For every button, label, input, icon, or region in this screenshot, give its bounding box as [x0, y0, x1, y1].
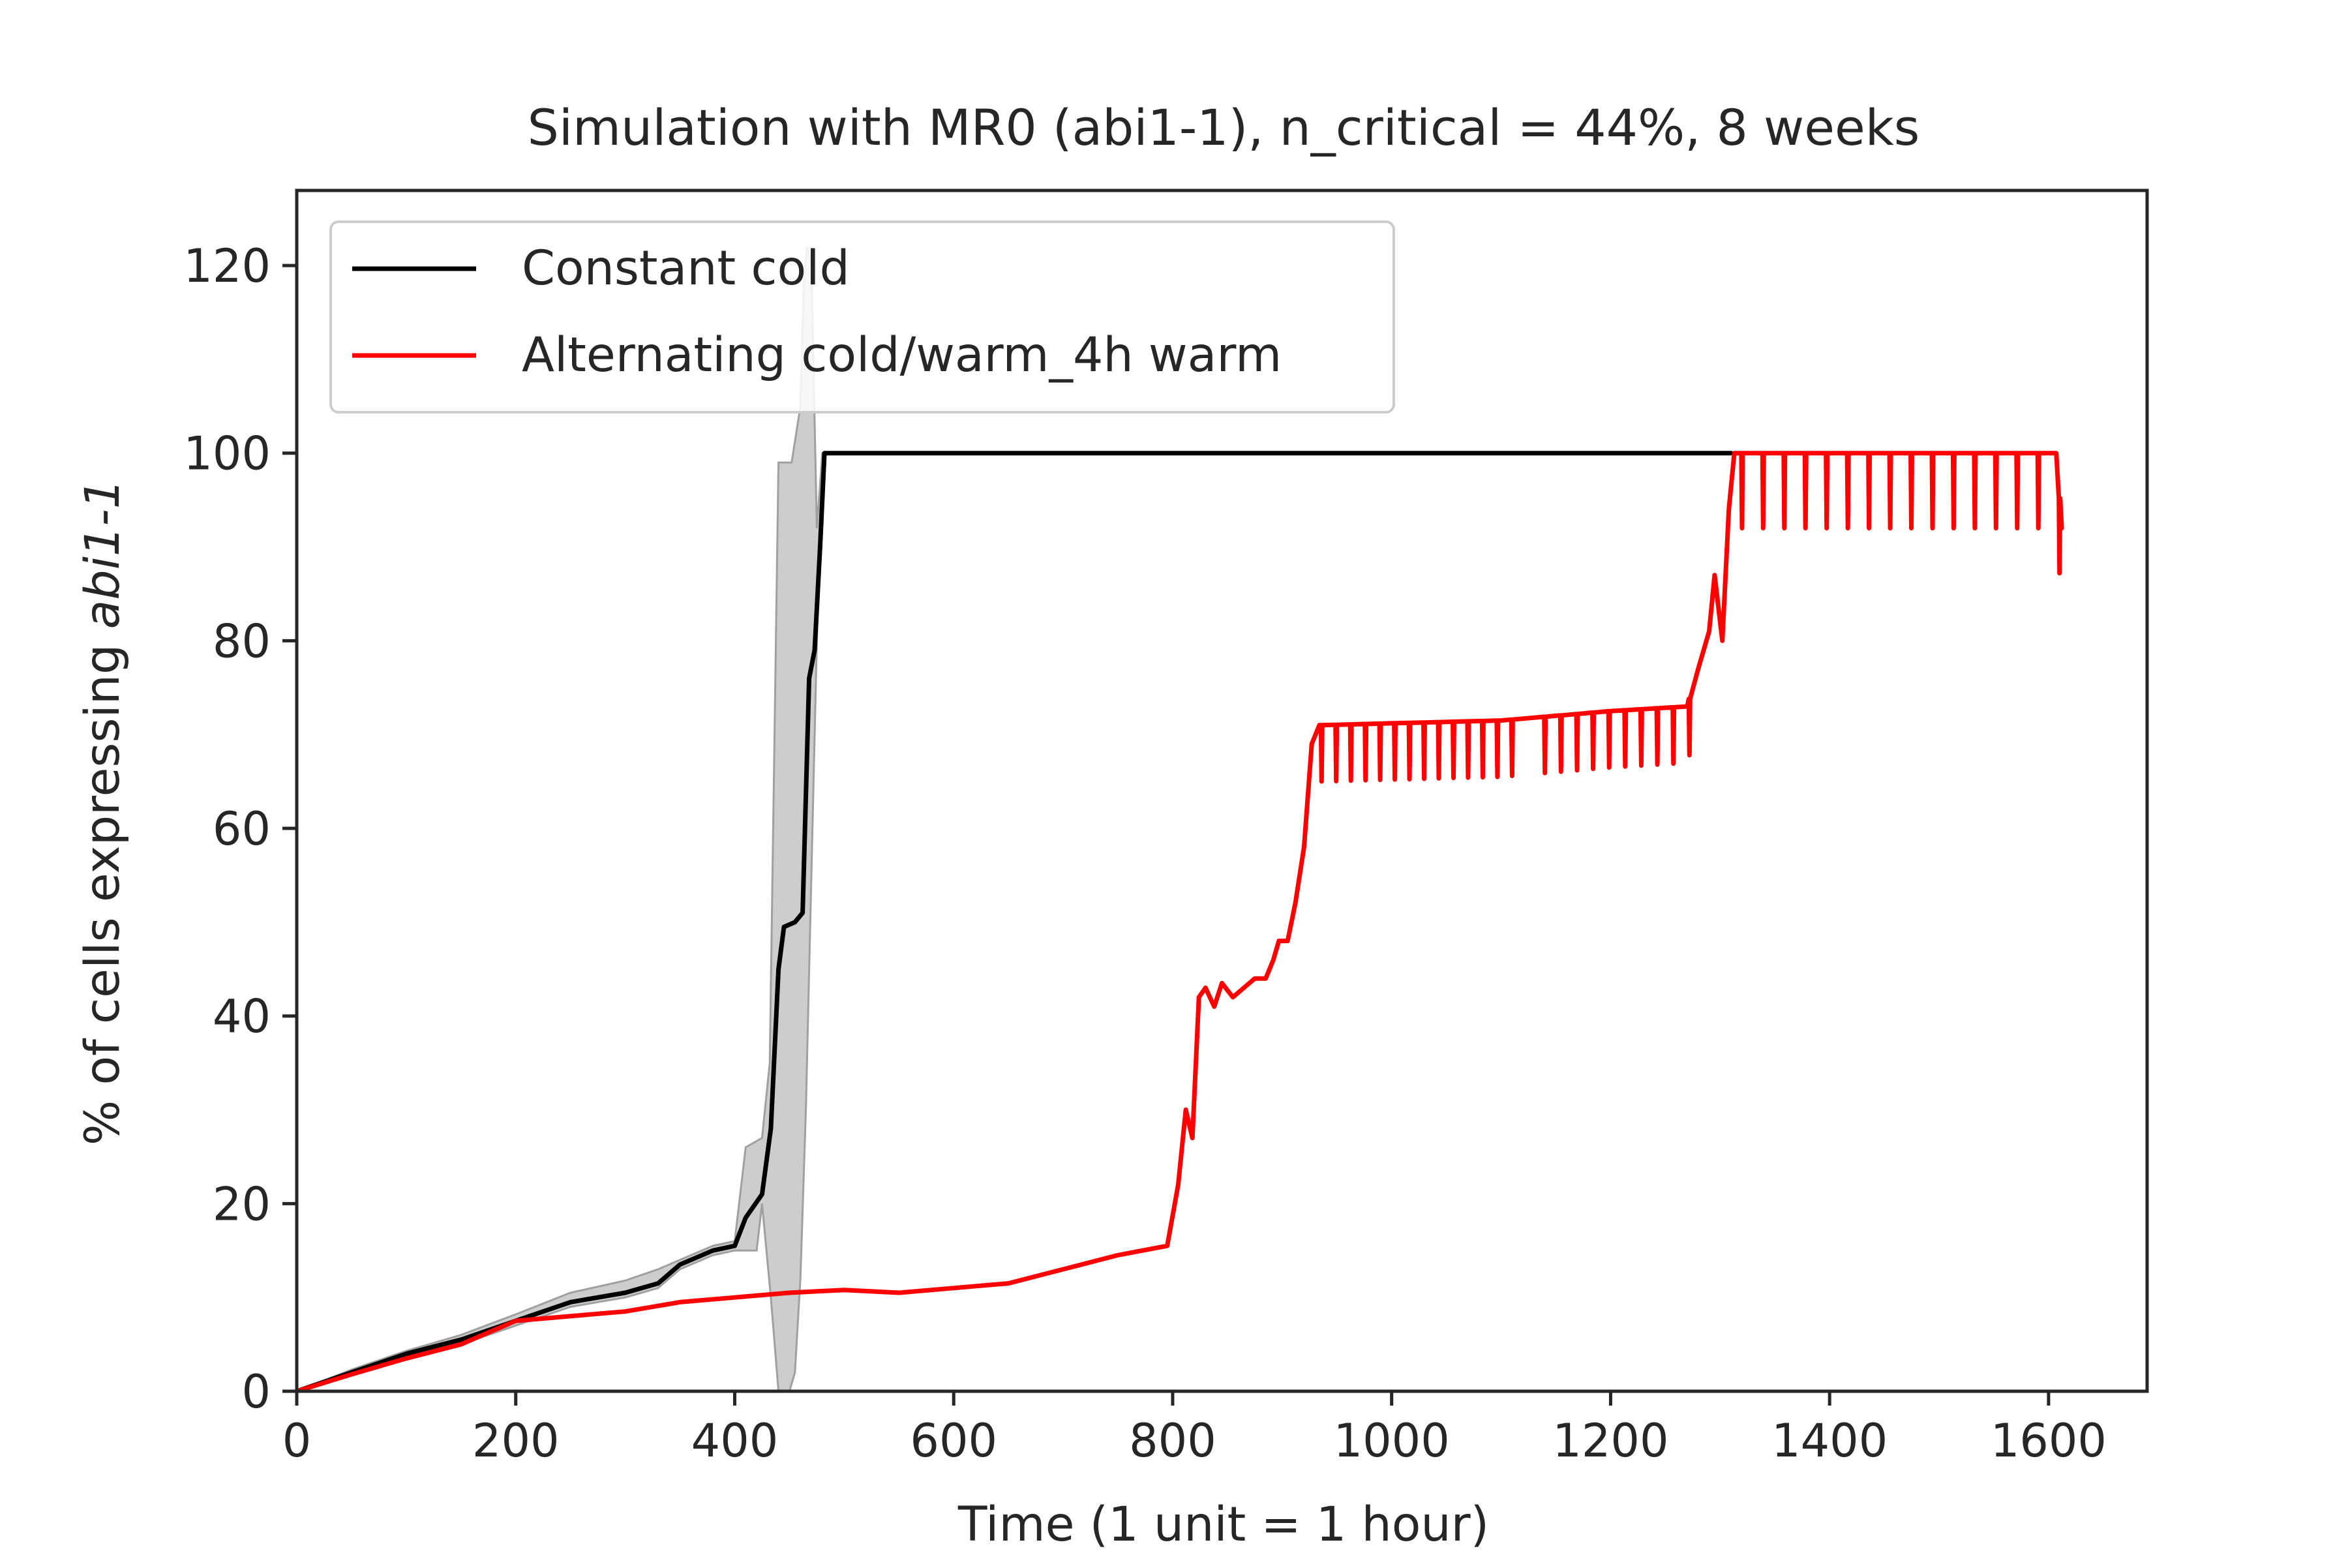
y-axis-label: % of cells expressing abi1-1 — [75, 479, 130, 1145]
band-layer — [297, 246, 828, 1391]
legend-label-constant-cold: Constant cold — [522, 241, 850, 296]
y-axis-ticks: 0 20 40 60 80 100 120 — [183, 239, 297, 1419]
confidence-band — [297, 246, 828, 1391]
legend: Constant cold Alternating cold/warm_4h w… — [329, 220, 1395, 414]
y-tick-label: 100 — [183, 427, 271, 481]
x-tick-label: 1600 — [1991, 1414, 2107, 1468]
y-tick-label: 80 — [213, 614, 271, 668]
plot-frame — [295, 188, 2149, 1393]
x-tick-label: 400 — [691, 1414, 779, 1468]
y-axis-label-prefix: % of cells expressing — [75, 629, 130, 1145]
chart-title: Simulation with MR0 (abi1-1), n_critical… — [528, 98, 1920, 157]
y-tick-label: 20 — [213, 1177, 271, 1231]
y-tick-label: 120 — [183, 239, 271, 293]
series-line-constant-cold — [297, 451, 1734, 1391]
x-axis-label: Time (1 unit = 1 hour) — [957, 1497, 1489, 1552]
series-line-alternating — [297, 451, 2064, 1391]
y-tick-label: 0 — [241, 1365, 271, 1419]
y-axis-label-gene: abi1-1 — [75, 479, 130, 629]
y-tick-label: 60 — [213, 802, 271, 856]
x-tick-label: 1200 — [1552, 1414, 1668, 1468]
x-axis-ticks: 0 200 400 600 800 1000 1200 1400 1600 — [282, 1391, 2107, 1468]
x-tick-label: 200 — [472, 1414, 560, 1468]
legend-label-alternating: Alternating cold/warm_4h warm — [522, 327, 1282, 383]
y-tick-label: 40 — [213, 990, 271, 1044]
x-tick-label: 800 — [1129, 1414, 1216, 1468]
x-tick-label: 1000 — [1334, 1414, 1450, 1468]
x-tick-label: 1400 — [1771, 1414, 1888, 1468]
x-tick-label: 600 — [910, 1414, 997, 1468]
legend-box — [329, 220, 1395, 414]
x-tick-label: 0 — [282, 1414, 312, 1468]
line-layer — [297, 451, 2064, 1391]
